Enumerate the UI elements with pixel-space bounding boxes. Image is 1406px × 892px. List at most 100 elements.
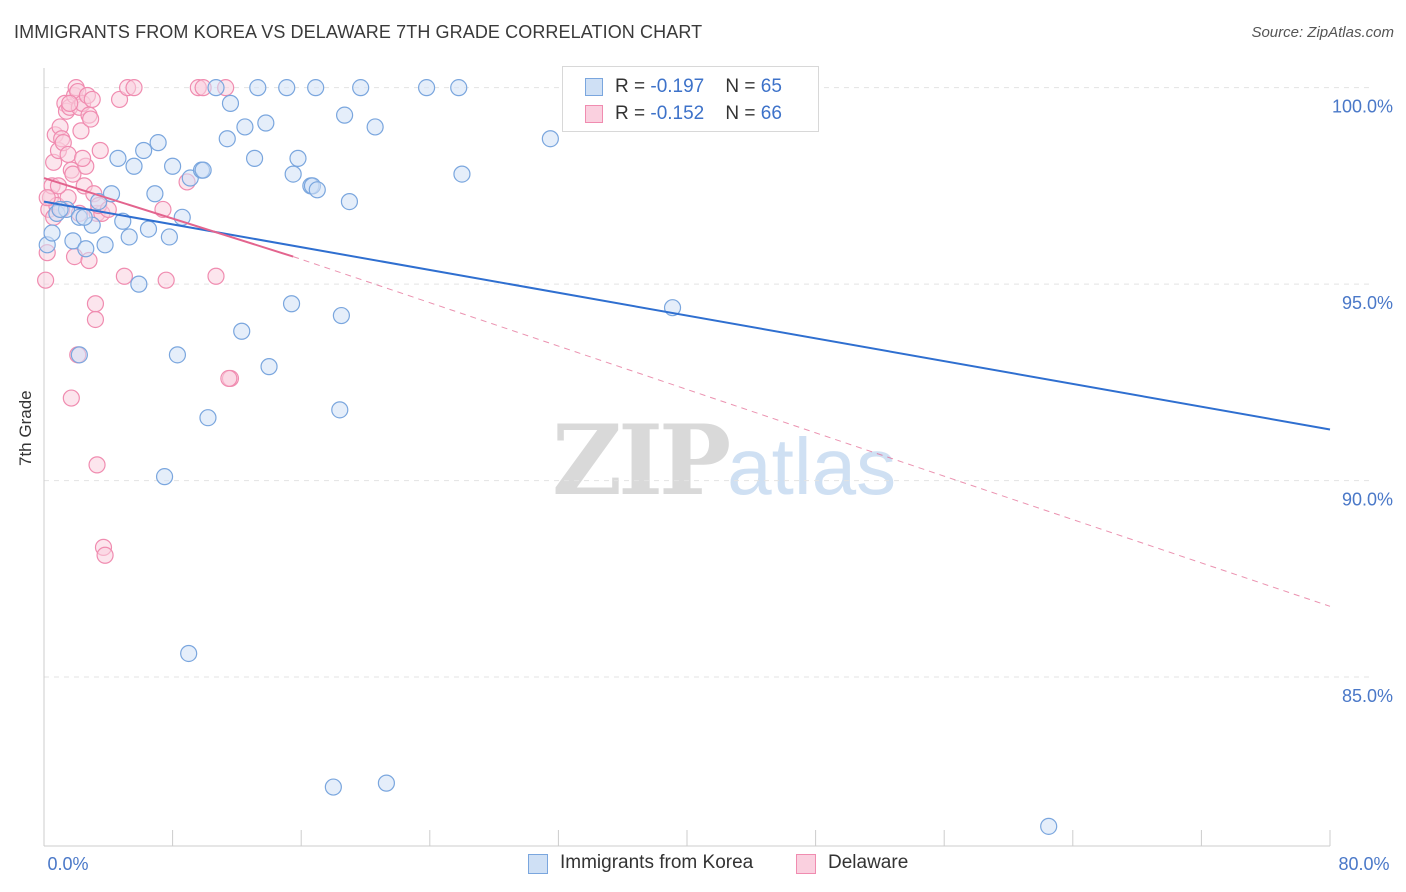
korea-point — [450, 79, 468, 97]
korea-point — [96, 236, 114, 254]
korea-point — [336, 106, 354, 124]
korea-point — [90, 192, 108, 211]
x-tick-label: 80.0% — [1338, 854, 1389, 874]
delaware-point — [220, 369, 238, 388]
delaware-point — [37, 271, 55, 289]
korea-point — [75, 208, 93, 226]
legend-korea-text: R = -0.197 N = 65 — [615, 76, 782, 98]
korea-point — [284, 165, 302, 183]
korea-point — [453, 165, 471, 183]
korea-point — [377, 774, 395, 792]
tick-labels: 100.0% 95.0% 90.0% 85.0% 0.0% 80.0% — [47, 97, 1393, 874]
delaware-point — [64, 165, 82, 183]
korea-point — [130, 275, 148, 293]
korea-point — [120, 228, 138, 246]
korea-point — [221, 94, 240, 112]
delaware-trend-extension — [293, 256, 1331, 607]
korea-point — [135, 141, 153, 160]
korea-point — [352, 79, 370, 97]
korea-point — [194, 161, 212, 179]
korea-point — [160, 228, 178, 246]
axes — [43, 68, 1331, 847]
delaware-legend-swatch — [796, 854, 816, 874]
korea-point — [77, 240, 95, 258]
delaware-trend-line — [43, 177, 294, 258]
y-tick-label: 85.0% — [1342, 686, 1393, 706]
korea-point — [164, 157, 182, 175]
korea-point — [218, 130, 236, 148]
korea-point — [233, 322, 251, 340]
korea-point — [332, 306, 350, 325]
korea-point — [278, 79, 296, 97]
delaware-legend-label: Delaware — [828, 852, 909, 873]
korea-point — [125, 157, 143, 175]
delaware-point — [61, 94, 79, 112]
delaware-point — [73, 149, 92, 167]
korea-point — [307, 79, 325, 97]
korea-point — [70, 346, 88, 364]
korea-point — [282, 295, 301, 313]
korea-point — [417, 79, 436, 97]
korea-point — [289, 149, 307, 167]
trend-lines — [43, 177, 1331, 607]
correlation-legend: R = -0.197 N = 65 R = -0.152 N = 66 — [562, 66, 819, 132]
r-label: R = — [615, 103, 651, 124]
korea-point — [207, 79, 225, 97]
korea-point — [168, 346, 187, 364]
korea-point — [324, 778, 342, 796]
korea-point — [308, 181, 326, 199]
korea-point — [149, 134, 167, 152]
x-tick-label: 0.0% — [47, 854, 88, 874]
korea-point — [199, 409, 217, 427]
y-tick-label: 90.0% — [1342, 490, 1393, 510]
korea-point — [180, 644, 198, 663]
korea-point — [331, 401, 349, 419]
korea-legend-swatch — [528, 854, 548, 874]
grid-lines — [44, 87, 1372, 678]
korea-point — [257, 114, 275, 132]
source-credit: Source: ZipAtlas.com — [1251, 24, 1394, 41]
y-tick-label: 95.0% — [1342, 293, 1393, 313]
delaware-point — [207, 267, 225, 285]
korea-point — [245, 149, 264, 167]
korea-point — [64, 232, 82, 250]
delaware-point — [157, 271, 175, 289]
r-value: -0.197 — [650, 76, 705, 97]
korea-trend-line — [43, 200, 1331, 431]
korea-point — [541, 130, 559, 148]
delaware-point — [38, 189, 56, 207]
legend-delaware-text: R = -0.152 N = 66 — [615, 103, 782, 125]
r-value: -0.152 — [650, 103, 705, 124]
delaware-point — [82, 110, 100, 128]
delaware-point — [91, 141, 109, 160]
korea-point — [43, 224, 61, 242]
watermark-atlas: atlas — [727, 422, 897, 511]
korea-points — [38, 79, 1058, 835]
y-tick-label: 100.0% — [1332, 97, 1393, 117]
n-value: 66 — [760, 103, 782, 124]
korea-point — [366, 118, 384, 136]
watermark-zip: ZIP — [552, 404, 731, 517]
delaware-point — [59, 145, 77, 164]
r-label: R = — [615, 76, 651, 97]
korea-point — [340, 192, 359, 211]
delaware-point — [62, 389, 80, 407]
delaware-point — [83, 90, 101, 109]
delaware-point — [72, 122, 90, 140]
korea-point — [139, 220, 158, 238]
delaware-point — [115, 267, 133, 285]
delaware-point — [86, 295, 105, 313]
n-label: N = — [725, 103, 761, 124]
watermark: ZIPatlas — [552, 404, 896, 517]
chart-title: IMMIGRANTS FROM KOREA VS DELAWARE 7TH GR… — [14, 22, 703, 42]
n-label: N = — [725, 76, 761, 97]
delaware-point — [86, 310, 105, 329]
korea-legend-label: Immigrants from Korea — [560, 852, 754, 873]
n-value: 65 — [760, 76, 782, 97]
korea-point — [1040, 817, 1058, 835]
korea-point — [109, 149, 127, 167]
delaware-point — [96, 546, 114, 564]
korea-swatch — [585, 78, 603, 96]
korea-point — [236, 118, 254, 136]
